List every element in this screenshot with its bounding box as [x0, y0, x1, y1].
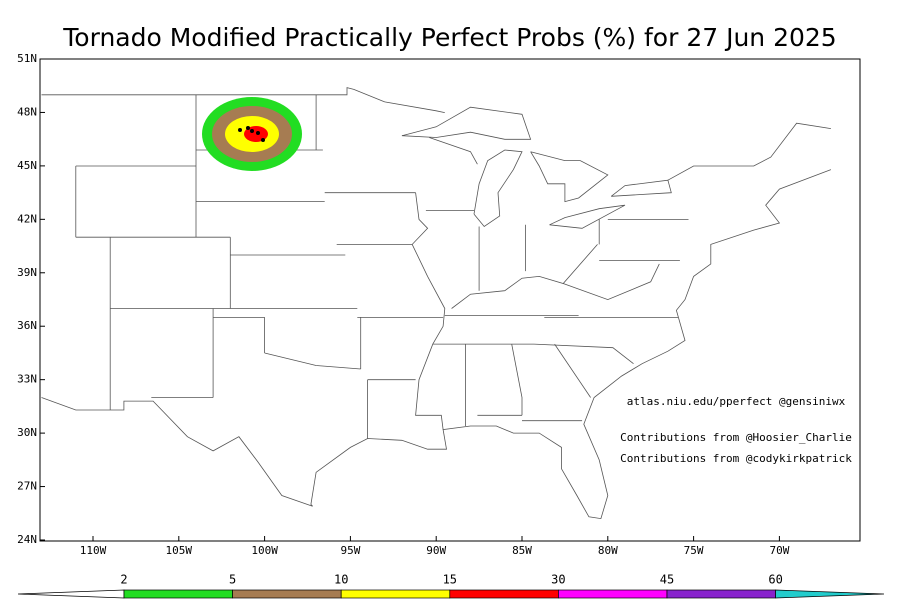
tornado-report	[250, 129, 254, 133]
colorbar-label: 45	[660, 573, 674, 587]
lat-label: 30N	[17, 426, 37, 439]
lat-label: 42N	[17, 212, 37, 225]
boundary	[401, 106, 532, 140]
credit: atlas.niu.edu/pperfect @gensiniwx	[627, 395, 846, 408]
tornado-report	[238, 128, 242, 132]
boundary	[533, 343, 634, 365]
credit: Contributions from @Hoosier_Charlie	[620, 431, 852, 444]
lat-label: 27N	[17, 480, 37, 493]
lat-label: 45N	[17, 159, 37, 172]
colorbar-label: 30	[551, 573, 565, 587]
lon-label: 70W	[769, 544, 789, 557]
lon-label: 95W	[340, 544, 360, 557]
tornado-report	[261, 138, 265, 142]
colorbar-segment	[775, 589, 885, 599]
lon-label: 90W	[426, 544, 446, 557]
colorbar-label: 2	[120, 573, 127, 587]
boundary	[429, 137, 478, 165]
colorbar-label: 60	[768, 573, 782, 587]
boundary	[549, 204, 626, 229]
colorbar-segment	[123, 589, 233, 599]
lon-label: 85W	[512, 544, 532, 557]
geography	[41, 87, 832, 520]
colorbar-segment	[666, 589, 776, 599]
lat-label: 51N	[17, 52, 37, 65]
probability-contours	[202, 97, 302, 171]
colorbar-label: 15	[443, 573, 457, 587]
credit: Contributions from @codykirkpatrick	[620, 452, 852, 465]
title: Tornado Modified Practically Perfect Pro…	[62, 23, 836, 52]
boundary	[511, 344, 523, 416]
lat-label: 36N	[17, 319, 37, 332]
boundary	[264, 352, 361, 370]
probability-area	[244, 126, 268, 142]
lon-label: 80W	[598, 544, 618, 557]
lon-label: 100W	[251, 544, 278, 557]
colorbar-label: 10	[334, 573, 348, 587]
lat-label: 39N	[17, 266, 37, 279]
lon-label: 110W	[80, 544, 107, 557]
boundary	[411, 192, 446, 430]
tornado-report	[256, 131, 260, 135]
boundary	[530, 151, 609, 203]
boundary	[554, 343, 591, 398]
colorbar-segment	[340, 589, 451, 599]
lat-label: 24N	[17, 533, 37, 546]
lon-label: 105W	[166, 544, 193, 557]
boundary	[667, 122, 831, 181]
colorbar-segment	[232, 589, 342, 599]
lat-label: 33N	[17, 373, 37, 386]
lat-label: 48N	[17, 105, 37, 118]
colorbar-segment	[558, 589, 668, 599]
lon-label: 75W	[684, 544, 704, 557]
boundary	[473, 149, 523, 228]
colorbar-label: 5	[229, 573, 236, 587]
boundary	[563, 263, 660, 301]
map-frame	[39, 58, 861, 542]
boundary	[41, 87, 445, 113]
tornado-report	[246, 126, 250, 130]
boundary	[41, 169, 832, 520]
colorbar-segment	[17, 589, 125, 599]
colorbar-segment	[449, 589, 559, 599]
